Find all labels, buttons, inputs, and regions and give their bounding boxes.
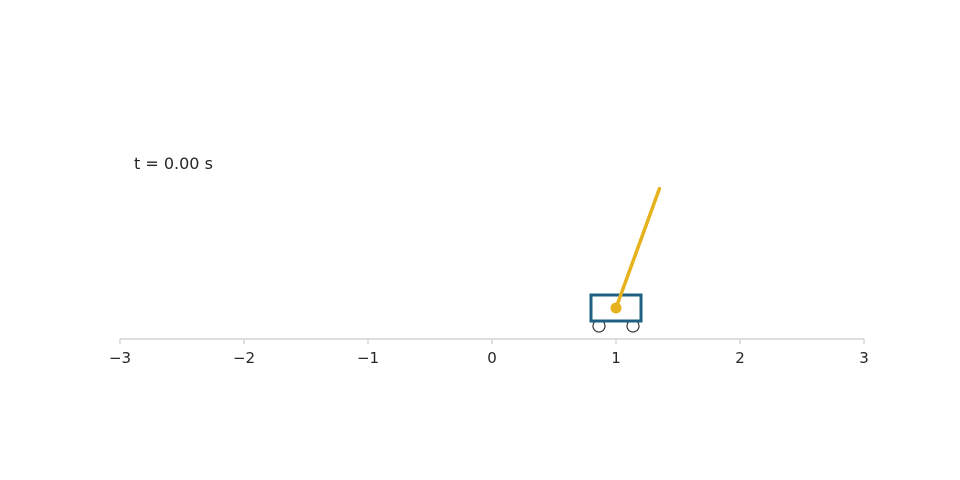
pendulum-rod: [614, 186, 662, 310]
tick-label: −3: [109, 349, 131, 367]
time-label: t = 0.00 s: [134, 154, 213, 173]
cart-pendulum: [589, 186, 662, 333]
tick-label: 2: [735, 349, 745, 367]
tick-label: 1: [611, 349, 621, 367]
tick-label: −2: [233, 349, 255, 367]
pivot-dot: [610, 302, 622, 314]
tick-label: 3: [859, 349, 869, 367]
tick-label: −1: [357, 349, 379, 367]
tick-label: 0: [487, 349, 497, 367]
x-axis: −3 −2 −1 0 1 2 3: [109, 338, 869, 367]
